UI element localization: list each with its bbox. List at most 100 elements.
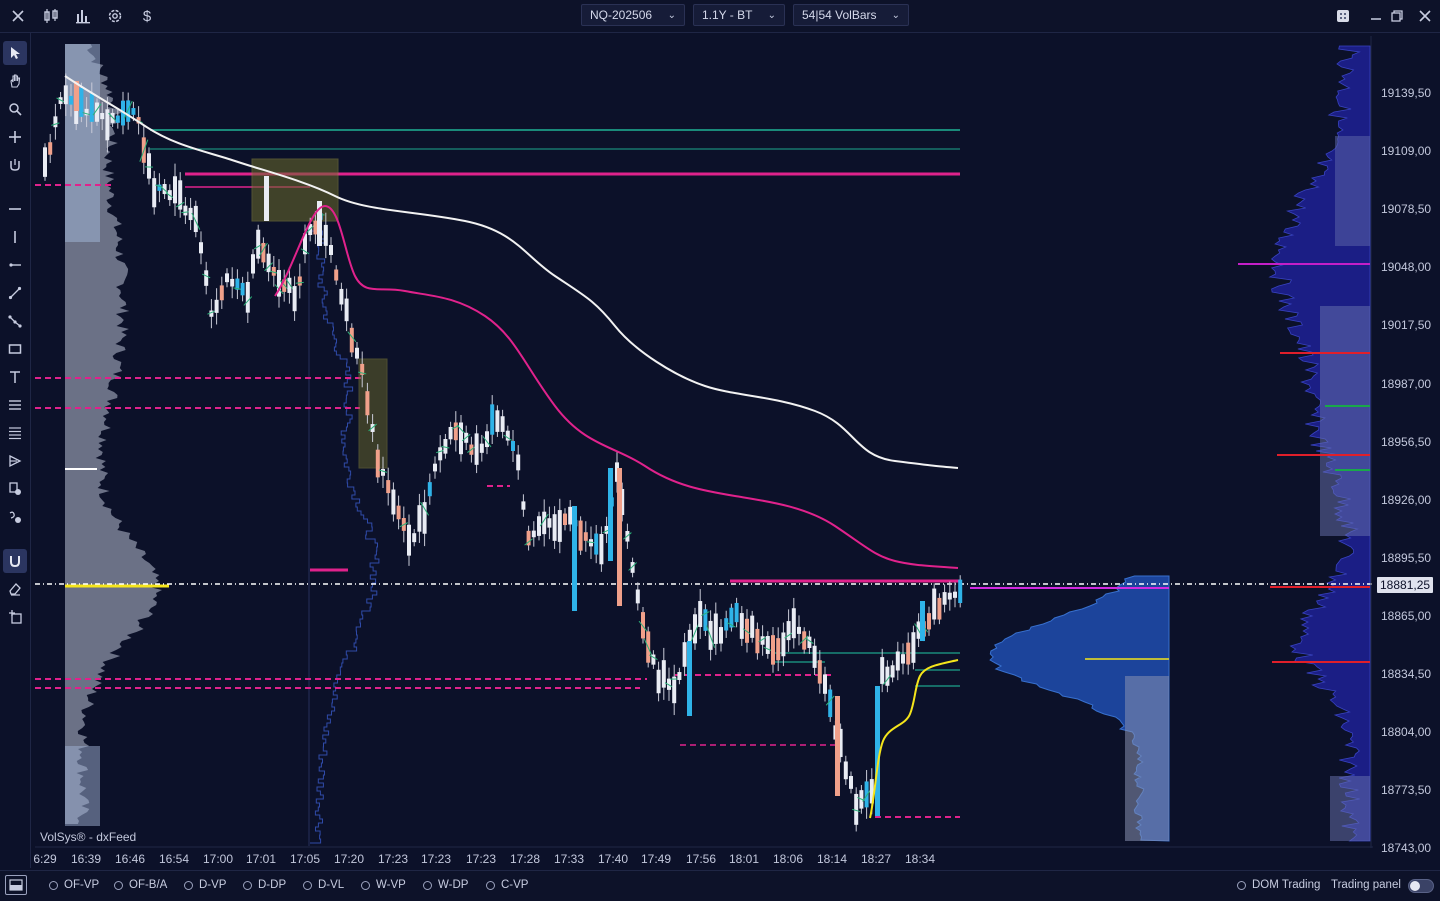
highlight-zone: [359, 359, 387, 468]
indicator-option-d-dp[interactable]: D-DP: [243, 879, 286, 891]
volume-tag-icon[interactable]: [3, 505, 27, 529]
watermark-label: VolSys® - dxFeed: [40, 830, 136, 844]
bear-candle: [443, 439, 447, 454]
vertical-line-icon[interactable]: [3, 225, 27, 249]
price-tick-label: 18895,50: [1381, 551, 1431, 565]
bull-candle: [147, 153, 151, 178]
bear-candle: [376, 450, 380, 478]
hand-icon[interactable]: [3, 69, 27, 93]
restore-icon[interactable]: [1385, 4, 1409, 28]
bull-candle: [896, 651, 900, 670]
time-tick-label: 18:34: [905, 852, 935, 866]
bull-candle: [880, 657, 884, 684]
trading-panel-toggle[interactable]: [1408, 879, 1434, 893]
text-icon[interactable]: [3, 365, 27, 389]
dom-trading-option[interactable]: DOM Trading: [1237, 879, 1320, 891]
bear-candle: [818, 660, 822, 683]
indicator-option-of-vp[interactable]: OF-VP: [49, 879, 99, 891]
bar-type-dropdown[interactable]: 54|54 VolBars ⌄: [793, 4, 909, 26]
indicator-option-c-vp[interactable]: C-VP: [486, 879, 528, 891]
bull-candle: [636, 589, 640, 603]
bear-candle: [256, 230, 260, 259]
current-price-badge: 18881,25: [1377, 577, 1433, 593]
radio-icon[interactable]: [486, 881, 495, 890]
settings-icon[interactable]: [103, 4, 127, 28]
indicator-option-of-b-a[interactable]: OF-B/A: [114, 879, 167, 891]
rectangle-icon[interactable]: [3, 337, 27, 361]
fibonacci-icon[interactable]: [3, 393, 27, 417]
bull-candle: [849, 776, 853, 789]
radio-icon[interactable]: [423, 881, 432, 890]
price-chart[interactable]: [35, 36, 1373, 848]
symbol-dropdown[interactable]: NQ-202506 ⌄: [581, 4, 685, 26]
panel-toggle-button[interactable]: [5, 875, 27, 895]
ray-icon[interactable]: [3, 253, 27, 277]
bear-candle: [230, 279, 234, 287]
bull-candle: [948, 593, 952, 600]
horizontal-line-icon[interactable]: [3, 197, 27, 221]
radio-icon[interactable]: [243, 881, 252, 890]
indicator-option-w-dp[interactable]: W-DP: [423, 879, 468, 891]
bear-candle: [771, 635, 775, 664]
price-tick-label: 19078,50: [1381, 202, 1431, 216]
bull-candle: [521, 501, 525, 509]
radio-icon[interactable]: [49, 881, 58, 890]
indicator-option-d-vl[interactable]: D-VL: [303, 879, 344, 891]
time-tick-label: 18:01: [729, 852, 759, 866]
emphasized-candle: [617, 468, 622, 606]
bull-candle: [823, 674, 827, 693]
toggle-knob: [1410, 881, 1420, 891]
price-tick-label: 18804,00: [1381, 725, 1431, 739]
bear-candle: [433, 464, 437, 472]
bull-candle: [116, 116, 120, 123]
bar-chart-icon[interactable]: [71, 4, 95, 28]
bear-candle: [267, 254, 271, 272]
dollar-icon[interactable]: $: [135, 4, 159, 28]
bull-candle: [53, 116, 57, 127]
list-icon[interactable]: [3, 421, 27, 445]
dom-profile-shade: [1320, 306, 1370, 536]
developing-volume-profile: [310, 231, 379, 843]
cursor-icon[interactable]: [3, 41, 27, 65]
drawing-toolbar: [0, 33, 31, 868]
trend-line-icon[interactable]: [3, 281, 27, 305]
zoom-icon[interactable]: [3, 97, 27, 121]
polyline-icon[interactable]: [3, 309, 27, 333]
arrow-tool-icon[interactable]: [3, 449, 27, 473]
close-window-icon[interactable]: [1413, 4, 1437, 28]
radio-icon[interactable]: [1237, 881, 1246, 890]
eraser-icon[interactable]: [3, 577, 27, 601]
indicator-option-d-vp[interactable]: D-VP: [184, 879, 226, 891]
candle-tick: [587, 542, 595, 543]
add-layer-icon[interactable]: [3, 605, 27, 629]
radio-icon[interactable]: [184, 881, 193, 890]
bear-candle: [657, 670, 661, 693]
radio-icon[interactable]: [114, 881, 123, 890]
bull-candle: [516, 455, 520, 471]
price-tick-label: 18956,50: [1381, 435, 1431, 449]
layout-icon[interactable]: [1331, 4, 1355, 28]
magnet-icon[interactable]: [3, 549, 27, 573]
bear-candle: [220, 285, 224, 300]
bear-candle: [579, 521, 583, 551]
bear-candle: [225, 273, 229, 282]
indicator-option-w-vp[interactable]: W-VP: [361, 879, 406, 891]
chart-canvas[interactable]: [35, 36, 1373, 848]
radio-icon[interactable]: [361, 881, 370, 890]
bull-candle: [724, 618, 728, 630]
crosshair-icon[interactable]: [3, 125, 27, 149]
candlestick-icon[interactable]: [39, 4, 63, 28]
magnet-cursor-icon[interactable]: [3, 153, 27, 177]
radio-icon[interactable]: [303, 881, 312, 890]
price-tag-icon[interactable]: [3, 477, 27, 501]
bull-candle: [490, 404, 494, 434]
time-tick-label: 17:23: [421, 852, 451, 866]
timeframe-dropdown[interactable]: 1.1Y - BT ⌄: [693, 4, 785, 26]
close-icon[interactable]: [6, 4, 30, 28]
bull-candle: [131, 108, 135, 115]
indicator-label: W-DP: [438, 879, 468, 891]
price-tick-label: 18865,00: [1381, 609, 1431, 623]
bull-candle: [735, 603, 739, 622]
